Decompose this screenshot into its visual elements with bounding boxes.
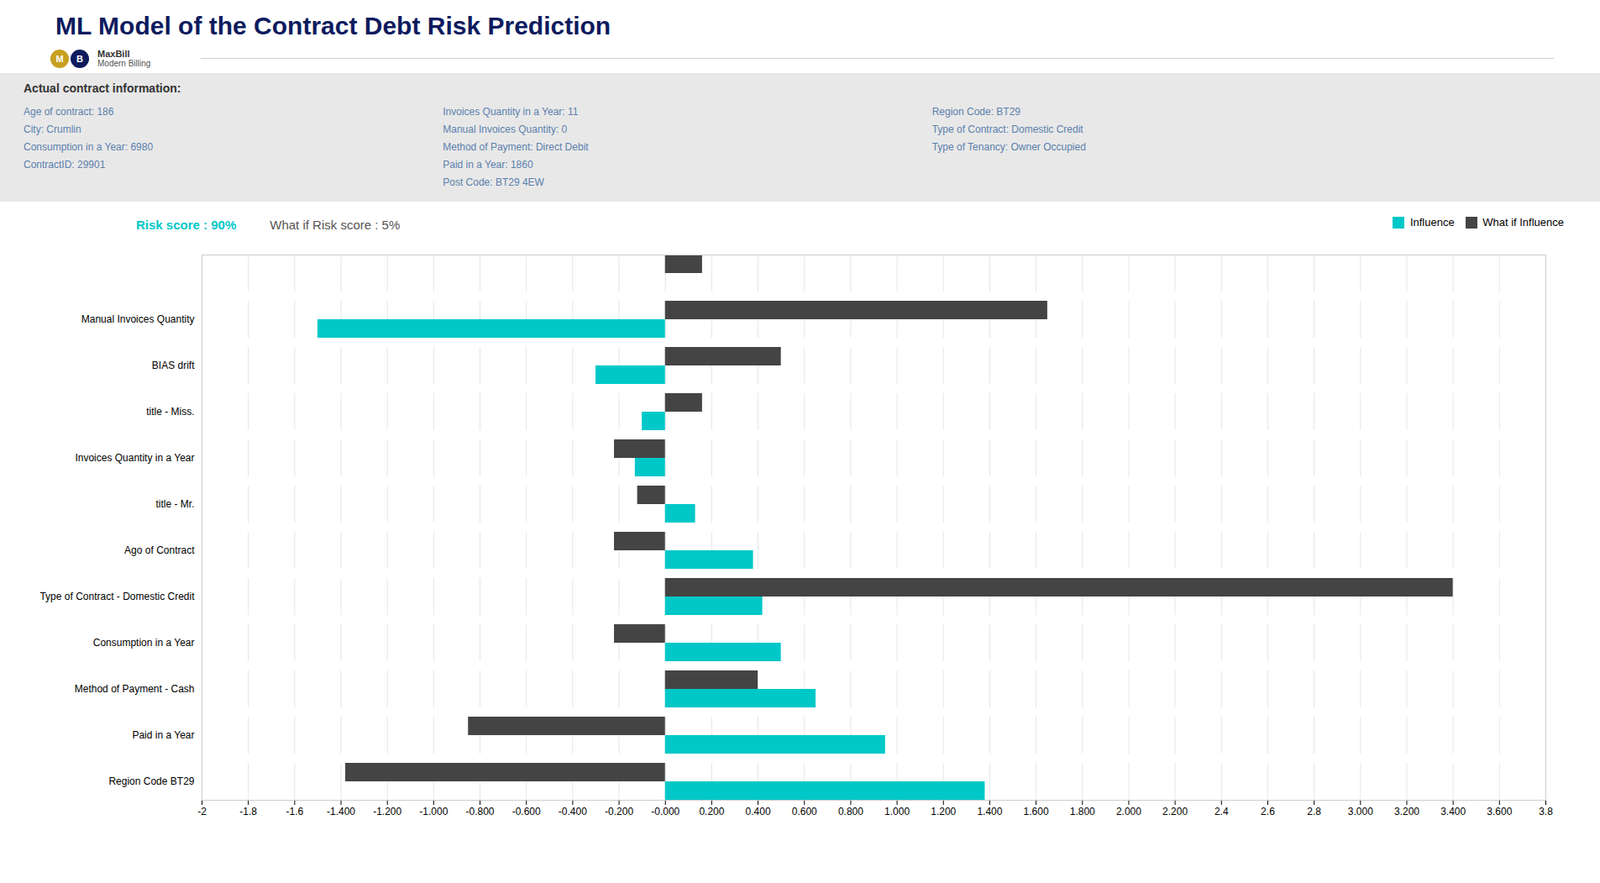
- svg-text:1.600: 1.600: [1023, 805, 1050, 818]
- svg-text:-0.400: -0.400: [558, 805, 588, 818]
- html-text:Age of contract: 186: Age of contract: 186: [23, 105, 114, 118]
- svg-text:Invoices Quantity in a Year: Invoices Quantity in a Year: [74, 451, 195, 464]
- svg-text:-0.000: -0.000: [650, 805, 680, 818]
- html-text:Type of Contract: Domestic Cre: Type of Contract: Domestic Credit: [931, 123, 1084, 136]
- svg-text:3.400: 3.400: [1440, 805, 1466, 818]
- svg-text:1.800: 1.800: [1070, 805, 1096, 818]
- svg-text:2.8: 2.8: [1306, 805, 1322, 818]
- svg-text:0.400: 0.400: [745, 805, 772, 818]
- html-text:Manual Invoices Quantity: 0: Manual Invoices Quantity: 0: [442, 123, 568, 136]
- html-text:Modern Billing: Modern Billing: [97, 58, 151, 69]
- svg-text:-1.400: -1.400: [326, 805, 356, 818]
- html-text:What if Influence: What if Influence: [1482, 215, 1564, 229]
- svg-text:title - Miss.: title - Miss.: [146, 405, 195, 418]
- html-text:Influence: Influence: [1410, 215, 1455, 229]
- svg-text:0.200: 0.200: [698, 805, 724, 818]
- html-text:Method of Payment: Direct Debi: Method of Payment: Direct Debit: [442, 141, 589, 153]
- svg-text:1.200: 1.200: [930, 805, 956, 818]
- html-text:Consumption in a Year: 6980: Consumption in a Year: 6980: [23, 141, 153, 153]
- html-text:MaxBill: MaxBill: [97, 48, 130, 59]
- html-text:M: M: [55, 53, 64, 64]
- html-text:What if Risk score : 5%: What if Risk score : 5%: [269, 217, 401, 233]
- svg-text:3.600: 3.600: [1486, 805, 1512, 818]
- svg-text:-2: -2: [197, 805, 207, 818]
- svg-text:2.000: 2.000: [1116, 805, 1142, 818]
- svg-text:Consumption in a Year: Consumption in a Year: [93, 636, 195, 649]
- svg-text:-1.200: -1.200: [372, 805, 402, 818]
- svg-text:2.6: 2.6: [1260, 805, 1275, 818]
- html-text:Type of Tenancy: Owner Occupie: Type of Tenancy: Owner Occupied: [931, 141, 1086, 153]
- svg-text:Manual Invoices Quantity: Manual Invoices Quantity: [81, 313, 195, 326]
- svg-text:-0.200: -0.200: [604, 805, 634, 818]
- svg-text:-0.800: -0.800: [466, 805, 495, 818]
- html-text:Actual contract information:: Actual contract information:: [23, 81, 181, 95]
- svg-text:2.200: 2.200: [1162, 805, 1188, 818]
- html-text:Post Code: BT29 4EW: Post Code: BT29 4EW: [442, 176, 545, 189]
- svg-text:-1.8: -1.8: [239, 805, 258, 818]
- svg-text:Method of Payment - Cash: Method of Payment - Cash: [74, 682, 195, 695]
- html-text:Paid in a Year: 1860: Paid in a Year: 1860: [442, 158, 534, 171]
- svg-text:Paid in a Year: Paid in a Year: [131, 729, 195, 741]
- html-text:B: B: [76, 53, 84, 64]
- svg-text:3.200: 3.200: [1394, 805, 1420, 818]
- svg-text:2.4: 2.4: [1214, 805, 1229, 818]
- svg-text:0.800: 0.800: [838, 805, 864, 818]
- svg-text:3.8: 3.8: [1538, 805, 1553, 818]
- svg-text:1.400: 1.400: [976, 805, 1002, 818]
- svg-text:-1.000: -1.000: [419, 805, 448, 818]
- svg-text:-0.600: -0.600: [512, 805, 541, 818]
- svg-text:3.000: 3.000: [1348, 805, 1374, 818]
- html-text:City: Crumlin: City: Crumlin: [23, 123, 82, 136]
- html-text:Risk score : 90%: Risk score : 90%: [136, 217, 237, 233]
- svg-text:-1.6: -1.6: [286, 805, 305, 818]
- svg-text:Region Code BT29: Region Code BT29: [108, 775, 195, 787]
- svg-text:Ago of Contract: Ago of Contract: [124, 544, 195, 557]
- svg-text:Type of Contract - Domestic Cr: Type of Contract - Domestic Credit: [39, 590, 195, 603]
- svg-text:BIAS drift: BIAS drift: [152, 359, 195, 372]
- html-text:Invoices Quantity in a Year: 1: Invoices Quantity in a Year: 11: [442, 105, 579, 118]
- svg-text:title - Mr.: title - Mr.: [155, 498, 195, 510]
- html-text:ContractID: 29901: ContractID: 29901: [23, 158, 106, 171]
- html-text:ML Model of the Contract Debt: ML Model of the Contract Debt Risk Predi…: [55, 11, 611, 40]
- svg-text:1.000: 1.000: [884, 805, 910, 818]
- svg-text:0.600: 0.600: [792, 805, 818, 818]
- html-text:Region Code: BT29: Region Code: BT29: [931, 105, 1021, 118]
